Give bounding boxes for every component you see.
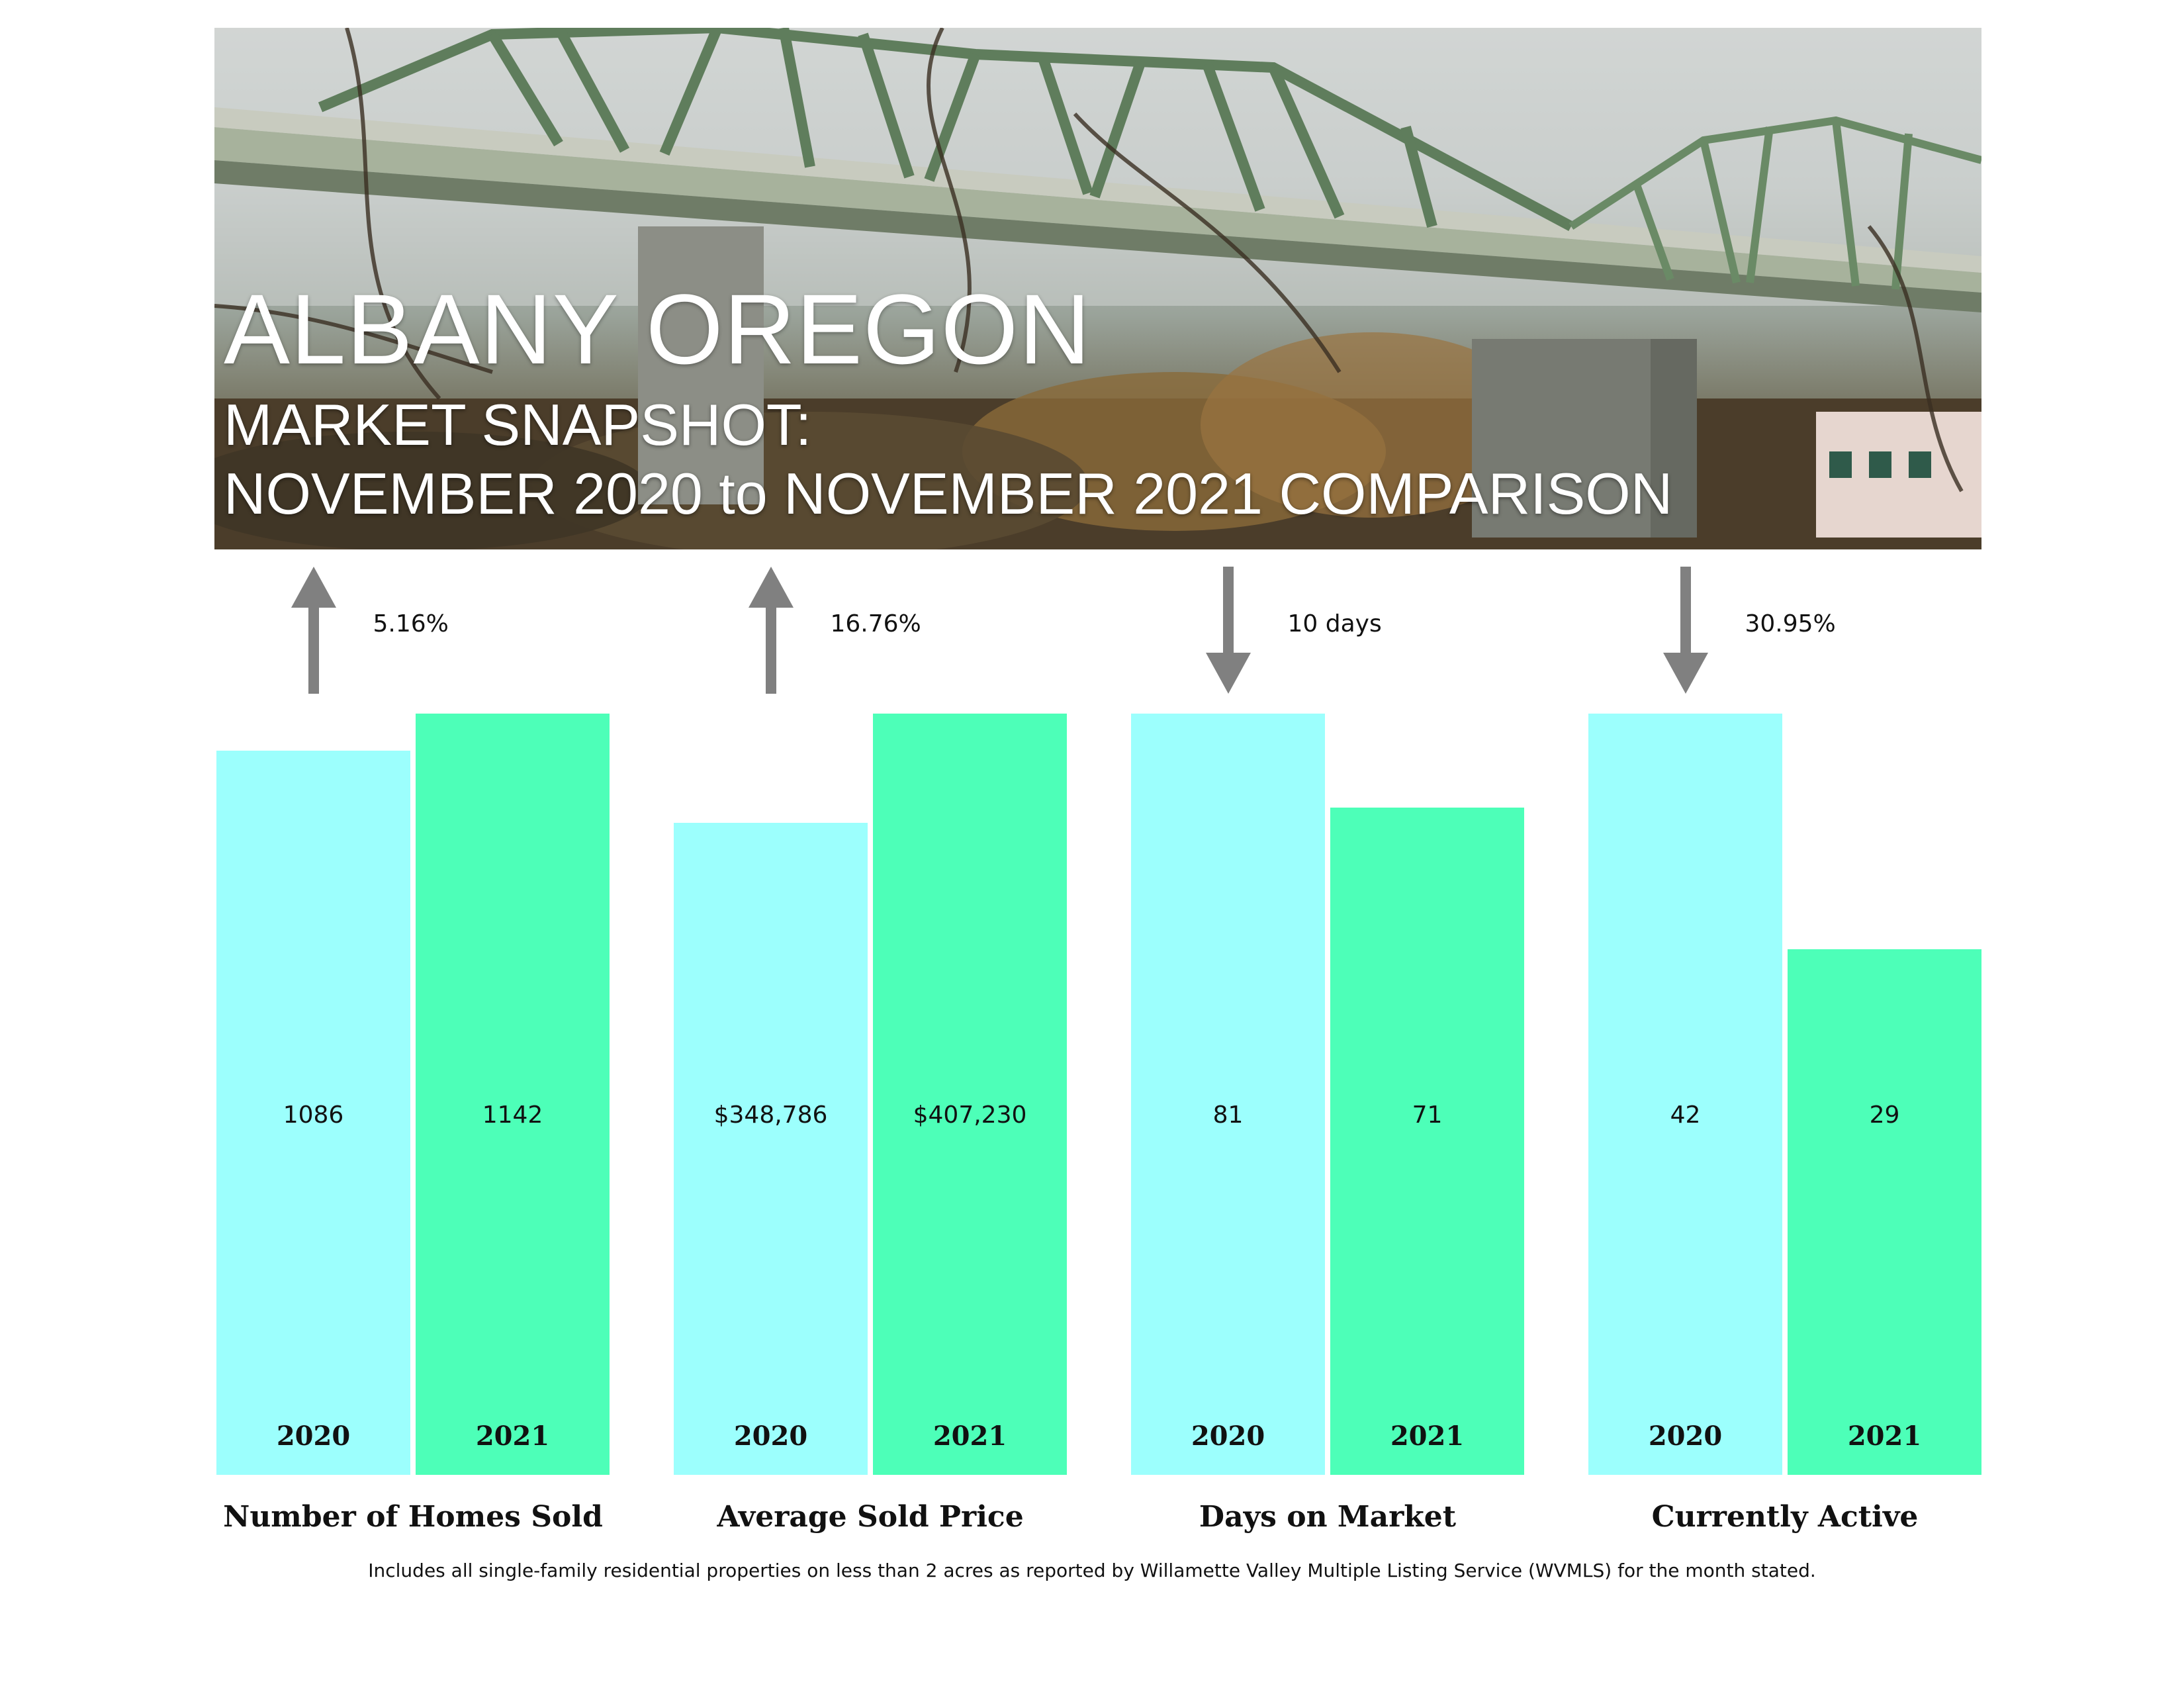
page-title: ALBANY OREGON (224, 273, 1091, 385)
bridge-photo (214, 28, 1981, 549)
bar-value-label: 1142 (482, 1102, 543, 1129)
footnote: Includes all single-family residential p… (368, 1560, 1816, 1581)
bar-average-sold-price-2021: $407,230 2021 (873, 714, 1067, 1475)
bar-number-of-homes-sold-2021: 1142 2021 (416, 714, 610, 1475)
metric-label: Currently Active (1651, 1500, 1919, 1534)
bar-number-of-homes-sold-2020: 1086 2020 (216, 751, 410, 1475)
metric-label: Average Sold Price (717, 1500, 1024, 1534)
arrow-up-icon (748, 567, 794, 694)
bar-days-on-market-2020: 81 2020 (1131, 714, 1325, 1475)
subtitle-line-2: NOVEMBER 2020 to NOVEMBER 2021 COMPARISO… (224, 461, 1673, 526)
header-banner: ALBANY OREGON MARKET SNAPSHOT: NOVEMBER … (214, 28, 1981, 549)
bar-year-label: 2020 (1648, 1421, 1723, 1452)
bar-average-sold-price-2020: $348,786 2020 (674, 823, 868, 1475)
subtitle-line-1: MARKET SNAPSHOT: (224, 392, 812, 457)
arrow-down-icon (1205, 567, 1251, 694)
bar-currently-active-2021: 29 2021 (1788, 949, 1981, 1475)
bar-year-label: 2021 (933, 1421, 1007, 1452)
bar-value-label: 1086 (283, 1102, 344, 1129)
metric-label: Days on Market (1199, 1500, 1457, 1534)
change-label: 10 days (1287, 610, 1382, 637)
bar-year-label: 2020 (1191, 1421, 1265, 1452)
change-label: 30.95% (1745, 610, 1836, 637)
metric-label: Number of Homes Sold (223, 1500, 603, 1534)
bar-days-on-market-2021: 71 2021 (1330, 808, 1524, 1475)
bar-year-label: 2021 (475, 1421, 550, 1452)
title-block: ALBANY OREGON MARKET SNAPSHOT: NOVEMBER … (224, 279, 1672, 528)
bar-value-label: $407,230 (913, 1102, 1027, 1129)
bar-value-label: $348,786 (713, 1102, 828, 1129)
arrow-up-icon (291, 567, 336, 694)
bar-currently-active-2020: 42 2020 (1588, 714, 1782, 1475)
bar-value-label: 42 (1670, 1102, 1701, 1129)
change-label: 5.16% (373, 610, 449, 637)
bar-year-label: 2020 (276, 1421, 351, 1452)
bar-value-label: 29 (1869, 1102, 1900, 1129)
change-label: 16.76% (830, 610, 921, 637)
bar-value-label: 81 (1212, 1102, 1244, 1129)
arrow-down-icon (1662, 567, 1708, 694)
bar-year-label: 2021 (1390, 1421, 1465, 1452)
bar-year-label: 2021 (1847, 1421, 1922, 1452)
bar-year-label: 2020 (733, 1421, 808, 1452)
bar-value-label: 71 (1412, 1102, 1443, 1129)
